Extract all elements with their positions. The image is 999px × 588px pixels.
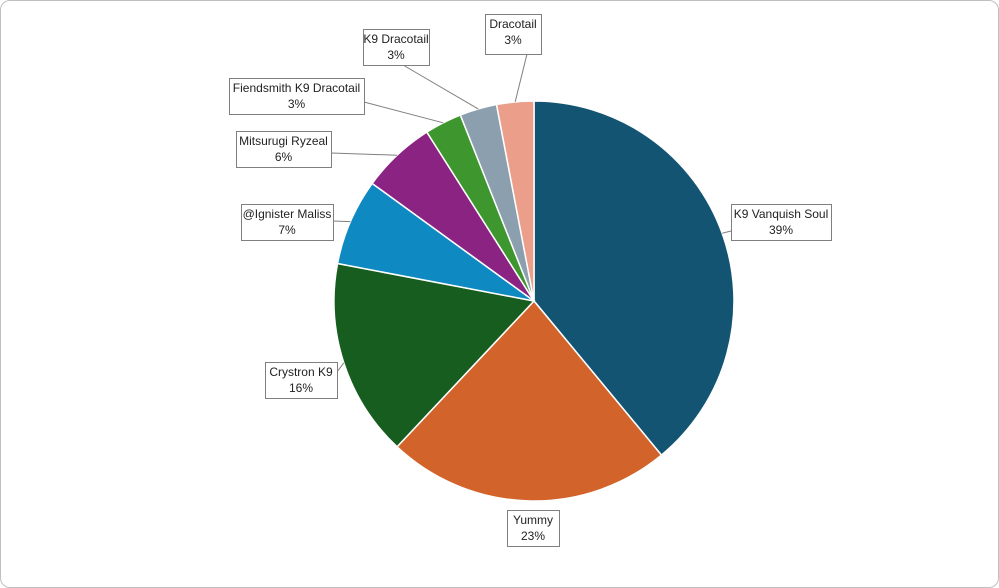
data-label-percent: 16% [289,381,313,395]
leader-line [330,152,398,156]
data-label-category: K9 Dracotail [363,32,428,46]
data-label-percent: 7% [278,223,296,237]
data-label-box [731,204,832,241]
data-label-category: Fiendsmith K9 Dracotail [233,81,360,95]
data-label-box [363,29,430,66]
data-label-percent: 3% [387,48,405,62]
data-label-box [241,204,334,241]
data-label-percent: 3% [504,33,522,47]
data-label-box [507,510,560,547]
data-label-percent: 39% [769,223,793,237]
leader-line [722,230,732,234]
leader-line [402,64,479,110]
pie-slice-k9-vanquish-soul [533,100,735,457]
data-label-category: Dracotail [489,17,536,31]
leader-line [514,53,528,103]
pie-slices [333,100,735,502]
data-label-category: Crystron K9 [269,365,333,379]
data-label-box [265,362,338,399]
data-label-box [236,131,332,168]
data-label-category: K9 Vanquish Soul [734,207,829,221]
data-label-category: Yummy [513,513,553,527]
data-label-box [229,78,365,115]
leader-line [363,101,444,124]
data-label-percent: 6% [275,150,293,164]
data-label-percent: 23% [521,529,545,543]
leader-lines [330,53,732,373]
data-label-percent: 3% [288,97,306,111]
data-labels: K9 Vanquish Soul 39% Yummy 23% Crystron K9 16… [229,14,832,547]
data-label-box [485,14,542,55]
data-label-category: Mitsurugi Ryzeal [239,134,328,148]
pie-slice-yummy [396,299,663,502]
leader-line [332,220,351,223]
leader-line [336,362,345,373]
data-label-category: @Ignister Maliss [243,207,332,221]
